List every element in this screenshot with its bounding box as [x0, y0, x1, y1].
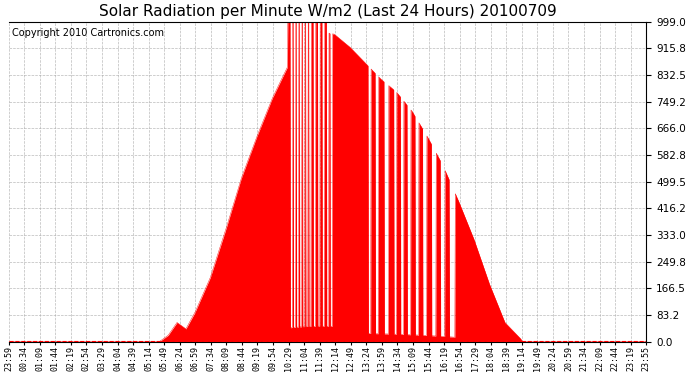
Title: Solar Radiation per Minute W/m2 (Last 24 Hours) 20100709: Solar Radiation per Minute W/m2 (Last 24…	[99, 4, 556, 19]
Text: Copyright 2010 Cartronics.com: Copyright 2010 Cartronics.com	[12, 28, 164, 38]
